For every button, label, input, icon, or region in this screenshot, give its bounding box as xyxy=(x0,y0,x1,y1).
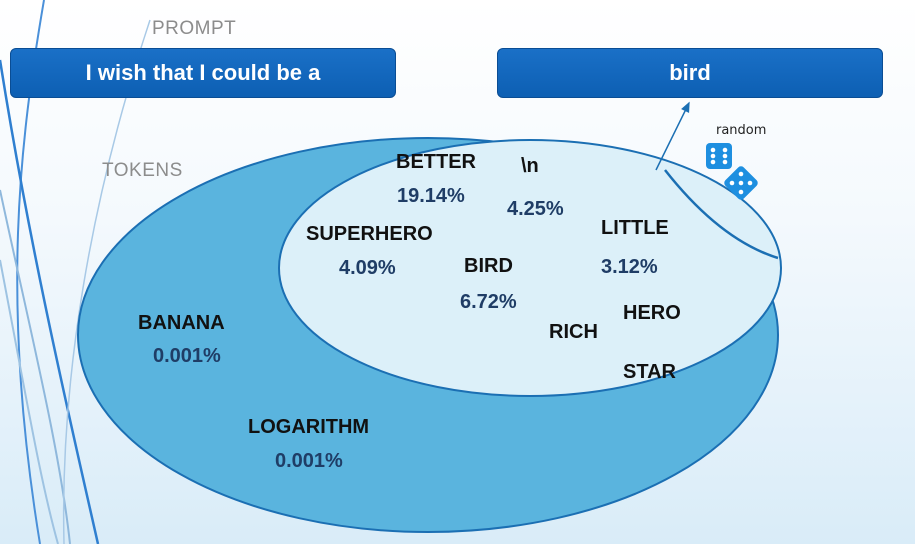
random-label: random xyxy=(716,123,767,138)
token-star: STAR xyxy=(623,361,676,383)
prompt-label: PROMPT xyxy=(152,18,237,39)
token-bird: BIRD xyxy=(464,255,513,277)
tokens-label: TOKENS xyxy=(102,160,183,181)
percent-newline: 4.25% xyxy=(507,198,564,220)
percent-banana: 0.001% xyxy=(153,345,221,367)
percent-logarithm: 0.001% xyxy=(275,450,343,472)
percent-little: 3.12% xyxy=(601,256,658,278)
inner-ellipse xyxy=(278,139,782,397)
output-box: bird xyxy=(497,48,883,98)
dice-icon xyxy=(706,143,758,200)
token-little: LITTLE xyxy=(601,217,669,239)
percent-bird: 6.72% xyxy=(460,291,517,313)
token-logarithm: LOGARITHM xyxy=(248,416,370,438)
arrow-icon xyxy=(655,101,690,171)
token-banana: BANANA xyxy=(138,312,225,334)
token-rich: RICH xyxy=(549,321,598,343)
percent-better: 19.14% xyxy=(397,185,465,207)
token-hero: HERO xyxy=(623,302,681,324)
percent-superhero: 4.09% xyxy=(339,257,396,279)
output-text: bird xyxy=(669,60,711,85)
prompt-text: I wish that I could be a xyxy=(85,60,321,85)
token-newline: \n xyxy=(521,155,539,177)
token-superhero: SUPERHERO xyxy=(306,223,433,245)
prompt-box: I wish that I could be a xyxy=(10,48,396,98)
token-better: BETTER xyxy=(396,151,476,173)
